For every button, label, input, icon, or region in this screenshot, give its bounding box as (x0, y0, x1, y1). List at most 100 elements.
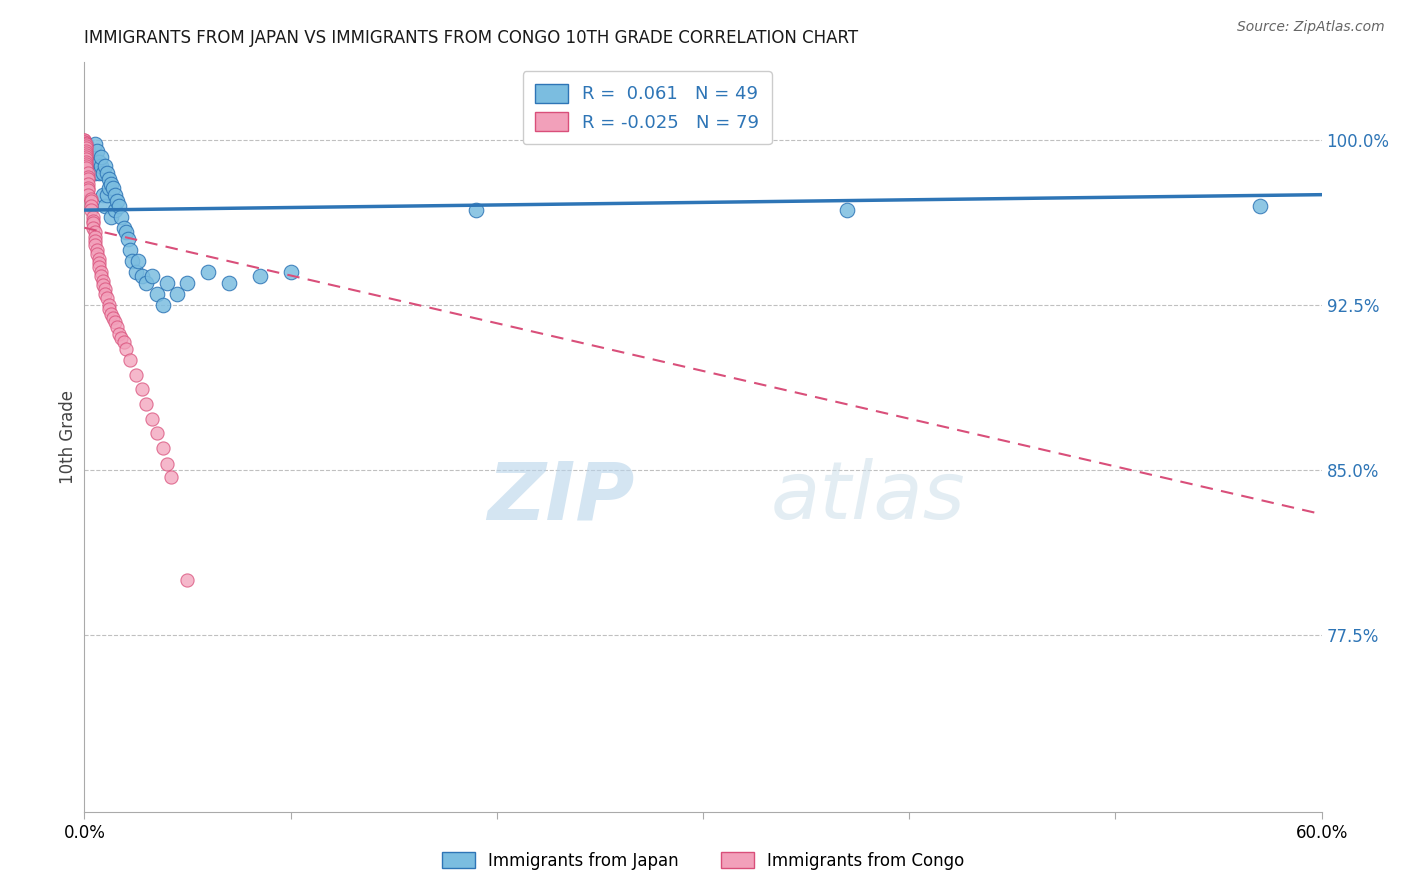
Point (83, 136, 105, 151)
Point (156, 276, 179, 290)
Point (87, 260, 110, 275)
Point (77, 144, 100, 158)
Y-axis label: 10th Grade: 10th Grade (59, 390, 77, 484)
Point (79, 194, 101, 209)
Point (75, 141, 97, 155)
Point (83, 238, 105, 252)
Point (96, 187, 118, 202)
Point (82, 210, 104, 224)
Point (98, 172, 121, 186)
Point (176, 574, 198, 588)
Point (91, 274, 114, 288)
Legend: Immigrants from Japan, Immigrants from Congo: Immigrants from Japan, Immigrants from C… (434, 846, 972, 877)
Point (125, 368, 148, 383)
Point (110, 210, 132, 224)
Point (103, 311, 125, 326)
Point (94, 286, 117, 301)
Point (73, 141, 96, 155)
Point (73, 136, 96, 151)
Point (249, 269, 271, 284)
Point (77, 181, 100, 195)
Point (135, 397, 157, 411)
Point (75, 150, 97, 164)
Point (83, 229, 105, 244)
Point (145, 286, 167, 301)
Point (166, 286, 188, 301)
Point (280, 265, 302, 279)
Point (73, 144, 96, 158)
Point (117, 232, 139, 246)
Point (105, 194, 128, 209)
Point (75, 144, 97, 158)
Point (837, 203, 859, 218)
Point (141, 269, 163, 284)
Point (160, 469, 183, 483)
Point (75, 145, 97, 160)
Point (87, 154, 110, 169)
Point (131, 269, 153, 284)
Point (75, 139, 97, 153)
Point (114, 342, 136, 356)
Point (83, 166, 105, 180)
Point (79, 192, 101, 206)
Point (83, 225, 105, 239)
Point (125, 265, 148, 279)
Point (131, 382, 153, 396)
Point (77, 183, 100, 197)
Point (73, 144, 96, 158)
Point (156, 457, 179, 471)
Point (127, 253, 149, 268)
Point (87, 166, 110, 180)
Point (75, 153, 97, 167)
Point (104, 316, 127, 330)
Point (104, 203, 127, 218)
Point (73, 132, 96, 146)
Point (75, 157, 97, 171)
Point (118, 353, 141, 368)
Point (91, 166, 114, 180)
Point (100, 307, 122, 321)
Text: Source: ZipAtlas.com: Source: ZipAtlas.com (1237, 20, 1385, 34)
Point (110, 331, 132, 345)
Point (152, 441, 174, 455)
Point (79, 199, 101, 213)
Point (103, 181, 125, 195)
Point (96, 166, 118, 180)
Point (73, 153, 96, 167)
Point (73, 135, 96, 149)
Point (176, 276, 198, 290)
Point (90, 269, 112, 284)
Point (94, 159, 117, 173)
Text: IMMIGRANTS FROM JAPAN VS IMMIGRANTS FROM CONGO 10TH GRADE CORRELATION CHART: IMMIGRANTS FROM JAPAN VS IMMIGRANTS FROM… (84, 29, 859, 47)
Point (73, 139, 96, 153)
Point (75, 136, 97, 151)
Point (73, 139, 96, 153)
Point (98, 181, 121, 195)
Point (145, 425, 167, 440)
Point (73, 150, 96, 164)
Point (82, 159, 104, 173)
Point (86, 243, 108, 257)
Point (87, 252, 110, 266)
Point (77, 169, 100, 184)
Point (79, 150, 101, 164)
Point (90, 150, 112, 164)
Point (86, 144, 108, 158)
Point (83, 234, 105, 248)
Point (98, 302, 121, 317)
Point (121, 253, 143, 268)
Text: atlas: atlas (770, 458, 966, 536)
Point (73, 136, 96, 151)
Point (105, 319, 128, 334)
Point (100, 177, 122, 191)
Point (96, 291, 118, 305)
Point (82, 220, 104, 235)
Point (75, 154, 97, 169)
Point (94, 199, 117, 213)
Point (90, 265, 112, 279)
Point (91, 278, 114, 293)
Point (77, 177, 100, 191)
Point (135, 276, 157, 290)
Point (90, 159, 112, 173)
Point (73, 135, 96, 149)
